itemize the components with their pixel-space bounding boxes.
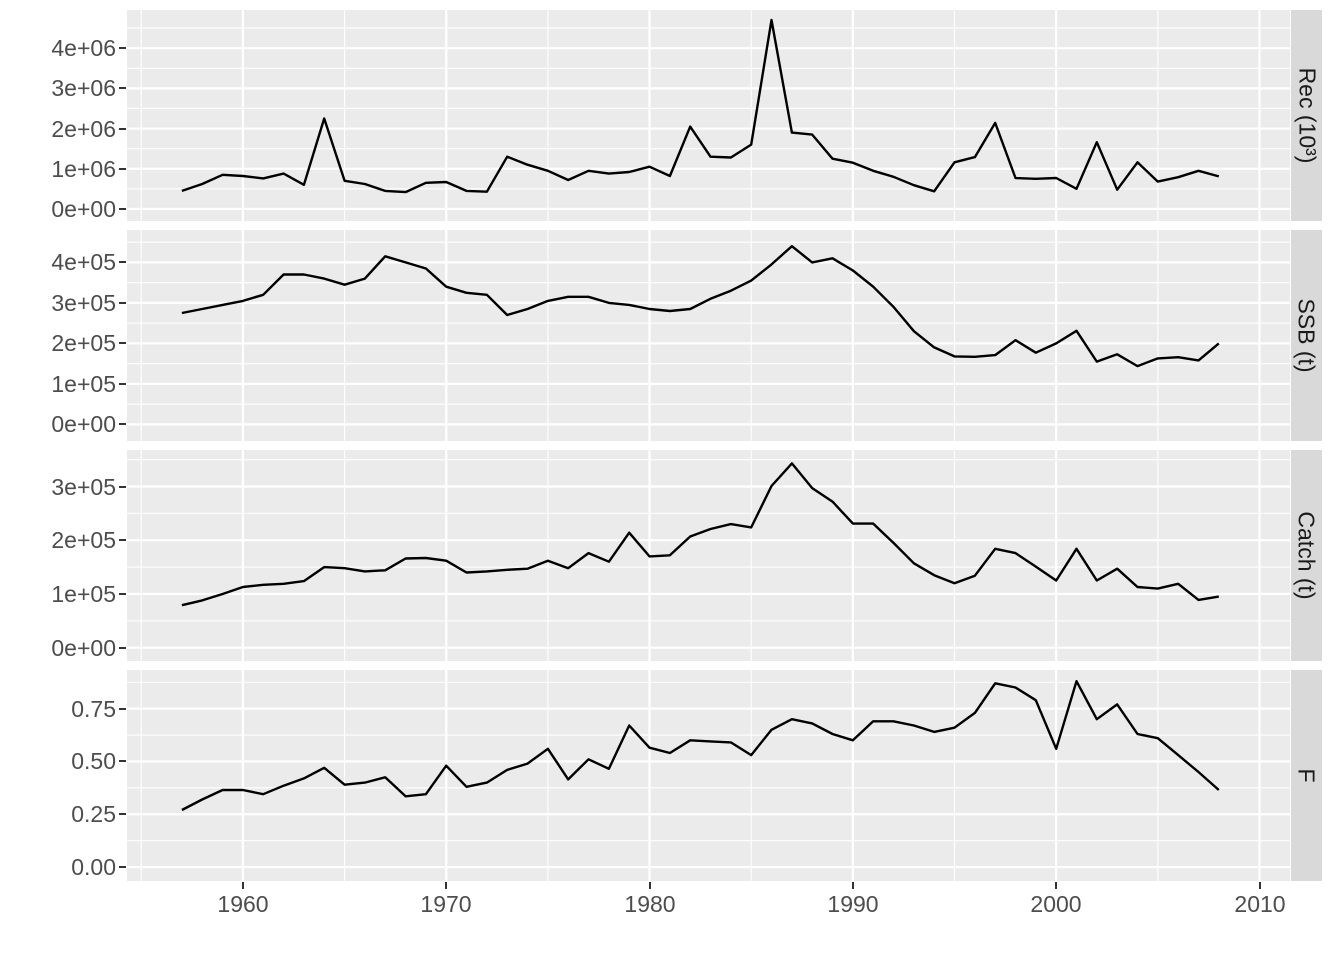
y-axis-tick bbox=[119, 208, 126, 210]
x-tick-label: 1970 bbox=[420, 891, 472, 917]
y-tick-label: 2e+05 bbox=[51, 527, 116, 553]
y-tick-label: 2e+06 bbox=[51, 116, 116, 142]
y-tick-label: 1e+06 bbox=[51, 156, 116, 182]
y-axis-tick bbox=[119, 423, 126, 425]
y-tick-label: 0.25 bbox=[71, 801, 116, 827]
y-tick-label: 3e+05 bbox=[51, 474, 116, 500]
y-tick-label: 0.00 bbox=[71, 854, 116, 880]
x-tick-label: 1960 bbox=[217, 891, 269, 917]
x-axis-tick bbox=[445, 882, 447, 889]
plot-area-rec bbox=[127, 10, 1290, 221]
y-axis-tick bbox=[119, 708, 126, 710]
x-axis-tick bbox=[242, 882, 244, 889]
panel-f bbox=[127, 670, 1290, 881]
line-series-f bbox=[181, 679, 1220, 812]
facet-strip-ssb: SSB (t) bbox=[1291, 230, 1322, 441]
panel-rec bbox=[127, 10, 1290, 221]
y-axis-tick bbox=[119, 486, 126, 488]
y-axis-tick bbox=[119, 302, 126, 304]
facet-strip-rec: Rec (10³) bbox=[1291, 10, 1322, 221]
facet-strip-f: F bbox=[1291, 670, 1322, 881]
y-tick-label: 1e+05 bbox=[51, 581, 116, 607]
y-axis-tick bbox=[119, 593, 126, 595]
x-axis-tick bbox=[852, 882, 854, 889]
y-tick-label: 1e+05 bbox=[51, 371, 116, 397]
y-axis-tick bbox=[119, 261, 126, 263]
facet-strip-label: Catch (t) bbox=[1294, 511, 1320, 600]
y-tick-label: 0e+00 bbox=[51, 411, 116, 437]
x-axis-tick bbox=[1259, 882, 1261, 889]
facet-strip-label: Rec (10³) bbox=[1294, 67, 1321, 164]
line-series-catch bbox=[181, 462, 1219, 607]
x-tick-label: 2010 bbox=[1234, 891, 1286, 917]
y-axis-tick bbox=[119, 47, 126, 49]
y-axis-tick bbox=[119, 128, 126, 130]
y-axis-tick bbox=[119, 342, 126, 344]
y-axis-tick bbox=[119, 168, 126, 170]
x-tick-label: 1990 bbox=[827, 891, 879, 917]
y-axis-tick bbox=[119, 87, 126, 89]
y-axis-tick bbox=[119, 813, 126, 815]
y-tick-label: 4e+06 bbox=[51, 35, 116, 61]
line-series-ssb bbox=[181, 245, 1220, 368]
y-axis-tick bbox=[119, 760, 126, 762]
y-tick-label: 3e+06 bbox=[51, 75, 116, 101]
x-axis-tick bbox=[1055, 882, 1057, 889]
y-tick-label: 0.75 bbox=[71, 696, 116, 722]
y-axis-tick bbox=[119, 383, 126, 385]
plot-area-catch bbox=[127, 450, 1290, 661]
y-axis-tick bbox=[119, 866, 126, 868]
y-tick-label: 3e+05 bbox=[51, 290, 116, 316]
facet-strip-catch: Catch (t) bbox=[1291, 450, 1322, 661]
y-tick-label: 2e+05 bbox=[51, 330, 116, 356]
line-series-rec bbox=[181, 18, 1220, 194]
plot-area-ssb bbox=[127, 230, 1290, 441]
y-tick-label: 0e+00 bbox=[51, 196, 116, 222]
x-tick-label: 1980 bbox=[624, 891, 676, 917]
x-tick-label: 2000 bbox=[1030, 891, 1082, 917]
y-axis-tick bbox=[119, 647, 126, 649]
plot-area-f bbox=[127, 670, 1290, 881]
y-axis-tick bbox=[119, 539, 126, 541]
panel-ssb bbox=[127, 230, 1290, 441]
y-tick-label: 0e+00 bbox=[51, 635, 116, 661]
x-axis-tick bbox=[649, 882, 651, 889]
y-tick-label: 4e+05 bbox=[51, 249, 116, 275]
facet-strip-label: F bbox=[1294, 768, 1320, 783]
facet-strip-label: SSB (t) bbox=[1294, 298, 1320, 373]
panel-catch bbox=[127, 450, 1290, 661]
y-tick-label: 0.50 bbox=[71, 748, 116, 774]
